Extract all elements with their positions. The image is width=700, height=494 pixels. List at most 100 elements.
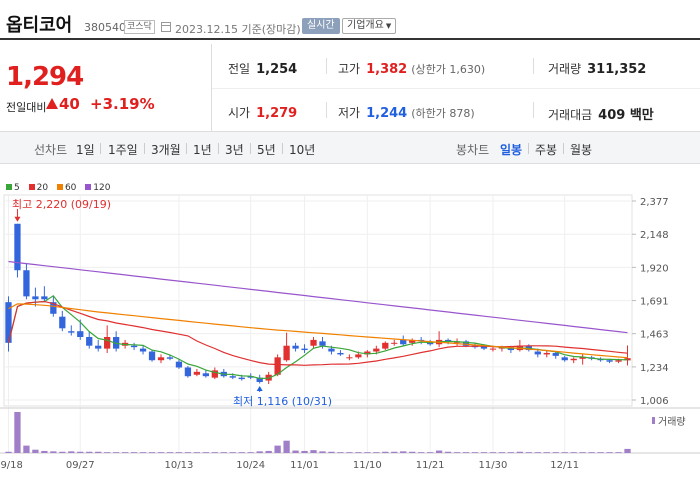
volume-bar — [130, 452, 138, 453]
volume-bar — [337, 452, 344, 453]
y-tick-label: 1,691 — [640, 297, 669, 308]
candle-monthly[interactable]: 월봉 — [570, 143, 593, 157]
divider — [326, 58, 327, 74]
volume-bar — [41, 450, 48, 453]
candle-body — [409, 339, 416, 343]
volume-bar — [570, 452, 577, 453]
volume-bar — [265, 450, 272, 453]
volume-bar — [184, 452, 192, 453]
low-value: 1,244 — [366, 106, 408, 121]
volume-bar — [624, 448, 631, 453]
legend-ma-60: 60 — [56, 183, 76, 193]
candle-body — [5, 302, 12, 343]
candle-body — [32, 296, 39, 300]
candle-body — [319, 341, 326, 346]
volume-bar — [462, 452, 470, 453]
candle-body — [157, 357, 165, 361]
volume-bar — [427, 452, 434, 453]
volume-bar — [409, 451, 416, 453]
candle-body — [23, 270, 30, 297]
current-price: 1,294 — [6, 62, 84, 92]
volume-bar — [319, 451, 326, 453]
x-tick-label: 09/18 — [0, 460, 23, 471]
period-1d[interactable]: 1일 — [76, 143, 95, 157]
stock-chart: 5 20 60 120 2,377 2,148 1,920 1,691 1,463 1,2… — [0, 164, 700, 490]
candle-body — [310, 339, 317, 346]
candle-body — [148, 351, 156, 361]
volume-bar — [166, 452, 174, 453]
candle-body — [256, 377, 263, 383]
candle-body — [561, 357, 568, 361]
volume-bar — [283, 440, 290, 453]
legend-ma-20-label: 20 — [36, 183, 49, 193]
candle-body — [202, 373, 209, 377]
volume-bar — [543, 452, 550, 453]
volume-bar — [489, 452, 497, 453]
trade-amount: 거래대금 409 백만 — [548, 104, 654, 123]
volume: 거래량 311,352 — [548, 60, 646, 77]
legend-swatch — [28, 184, 35, 190]
candle-body — [50, 302, 57, 314]
legend-ma-120-label: 120 — [93, 183, 111, 193]
candle-body — [328, 348, 335, 352]
volume-bar — [355, 452, 362, 453]
candle-daily[interactable]: 일봉 — [500, 143, 523, 157]
volume-label: 거래량 — [548, 62, 582, 76]
company-overview-button[interactable]: 기업개요 ▼ — [342, 18, 397, 34]
volume-bar — [292, 450, 299, 453]
volume-bar — [113, 452, 120, 453]
volume-bar — [561, 452, 568, 453]
min-arrow-head — [256, 386, 263, 392]
market-badge: 코스닥 — [124, 20, 155, 34]
divider — [250, 143, 251, 154]
period-10y[interactable]: 10년 — [289, 143, 316, 157]
x-tick-label: 11/30 — [479, 460, 508, 471]
volume-bar — [418, 452, 425, 453]
volume-bar — [373, 452, 380, 453]
change-value: 40 — [59, 95, 80, 113]
max-annotation: 최고 2,220 (09/19) — [12, 198, 111, 211]
open-value: 1,279 — [256, 106, 298, 121]
period-5y[interactable]: 5년 — [257, 143, 276, 157]
candle-body — [570, 358, 577, 361]
candle-body — [346, 357, 353, 359]
candle-body — [77, 331, 84, 338]
price-summary: 1,294 전일대비 40 +3.19% 전일 1,254 고가 1,382 (상한가… — [0, 44, 700, 132]
volume-bar — [50, 451, 57, 453]
legend-ma-20: 20 — [28, 183, 49, 193]
low-label: 저가 — [338, 106, 361, 120]
ma-20-line — [7, 300, 628, 366]
candlestick-plot: 2,377 2,148 1,920 1,691 1,463 1,234 1,006 09/18… — [0, 194, 700, 471]
x-tick-label: 09/27 — [66, 460, 95, 471]
candle-body — [391, 342, 398, 344]
volume-bar — [328, 451, 335, 453]
volume-bar — [471, 452, 479, 453]
y-tick-label: 2,377 — [640, 197, 669, 208]
volume-value: 311,352 — [587, 62, 647, 77]
candle-body — [427, 342, 434, 345]
period-1w[interactable]: 1주일 — [108, 143, 138, 157]
candle-body — [68, 331, 75, 333]
candle-weekly[interactable]: 주봉 — [535, 143, 558, 157]
divider — [282, 143, 283, 154]
base-date: 2023.12.15 기준(장마감) — [175, 23, 301, 36]
candle-body — [480, 345, 488, 349]
candle-body — [615, 360, 622, 362]
volume-bar — [175, 452, 183, 453]
x-tick-label: 11/01 — [290, 460, 319, 471]
change-label: 전일대비 — [6, 101, 47, 114]
candle-body — [184, 367, 192, 377]
open-label: 시가 — [228, 106, 251, 120]
volume-bar — [5, 451, 12, 453]
divider — [563, 143, 564, 154]
period-3y[interactable]: 3년 — [225, 143, 244, 157]
period-1y[interactable]: 1년 — [193, 143, 212, 157]
volume-bar — [364, 452, 371, 453]
volume-bar — [59, 451, 66, 453]
realtime-button[interactable]: 실시간 — [302, 18, 340, 34]
ma-5-line — [7, 294, 628, 380]
period-3m[interactable]: 3개월 — [151, 143, 181, 157]
candle-body — [247, 376, 254, 378]
y-tick-label: 1,006 — [640, 396, 669, 407]
volume-bar — [193, 452, 201, 453]
